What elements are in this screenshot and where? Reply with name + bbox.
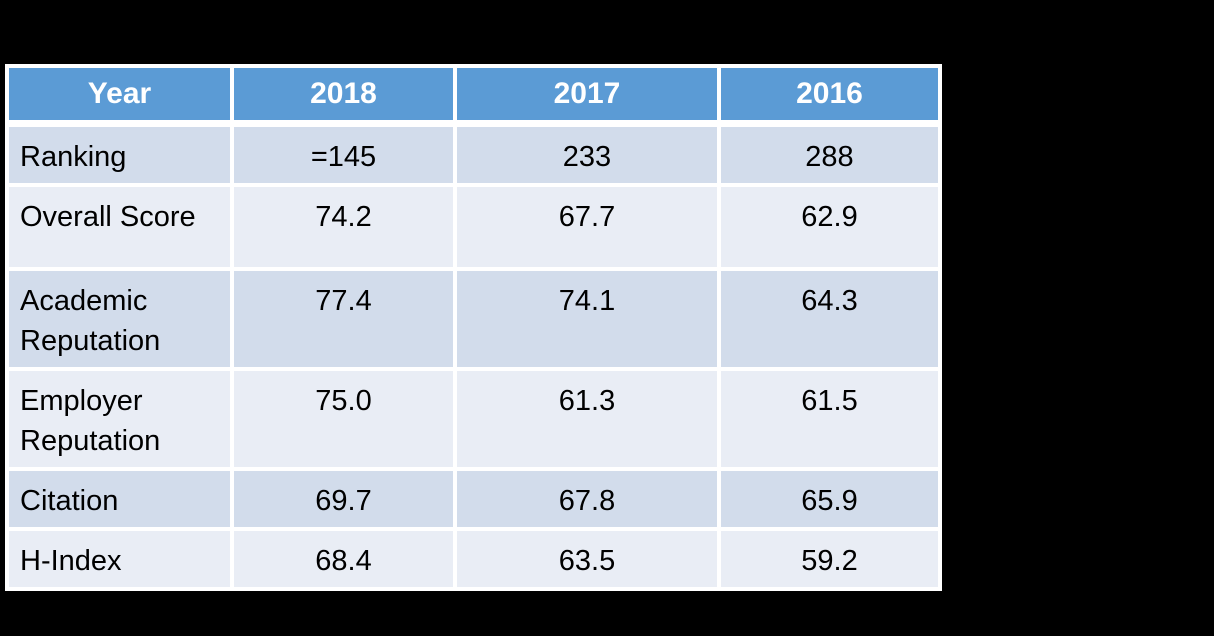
table-header-row: Year 2018 2017 2016 bbox=[9, 68, 938, 123]
value-cell: 61.5 bbox=[721, 371, 938, 467]
row-label: Citation bbox=[9, 471, 230, 527]
column-header-year: Year bbox=[9, 68, 230, 123]
value-cell: 74.2 bbox=[234, 187, 453, 267]
value-cell: =145 bbox=[234, 127, 453, 183]
column-header-2018: 2018 bbox=[234, 68, 453, 123]
row-label: Academic Reputation bbox=[9, 271, 230, 367]
value-cell: 65.9 bbox=[721, 471, 938, 527]
table-row-employer-reputation: Employer Reputation 75.0 61.3 61.5 bbox=[9, 371, 938, 467]
value-cell: 64.3 bbox=[721, 271, 938, 367]
row-label: H-Index bbox=[9, 531, 230, 587]
row-label: Ranking bbox=[9, 127, 230, 183]
value-cell: 67.7 bbox=[457, 187, 717, 267]
value-cell: 67.8 bbox=[457, 471, 717, 527]
row-label: Overall Score bbox=[9, 187, 230, 267]
value-cell: 68.4 bbox=[234, 531, 453, 587]
value-cell: 69.7 bbox=[234, 471, 453, 527]
row-label: Employer Reputation bbox=[9, 371, 230, 467]
column-header-2016: 2016 bbox=[721, 68, 938, 123]
value-cell: 61.3 bbox=[457, 371, 717, 467]
value-cell: 77.4 bbox=[234, 271, 453, 367]
value-cell: 75.0 bbox=[234, 371, 453, 467]
value-cell: 74.1 bbox=[457, 271, 717, 367]
column-header-2017: 2017 bbox=[457, 68, 717, 123]
value-cell: 288 bbox=[721, 127, 938, 183]
table-row-academic-reputation: Academic Reputation 77.4 74.1 64.3 bbox=[9, 271, 938, 367]
value-cell: 63.5 bbox=[457, 531, 717, 587]
table-row-overall-score: Overall Score 74.2 67.7 62.9 bbox=[9, 187, 938, 267]
value-cell: 59.2 bbox=[721, 531, 938, 587]
table-row-citation: Citation 69.7 67.8 65.9 bbox=[9, 471, 938, 527]
table-row-h-index: H-Index 68.4 63.5 59.2 bbox=[9, 531, 938, 587]
ranking-table: Year 2018 2017 2016 Ranking =145 233 288… bbox=[5, 64, 942, 591]
value-cell: 233 bbox=[457, 127, 717, 183]
value-cell: 62.9 bbox=[721, 187, 938, 267]
table-row-ranking: Ranking =145 233 288 bbox=[9, 127, 938, 183]
